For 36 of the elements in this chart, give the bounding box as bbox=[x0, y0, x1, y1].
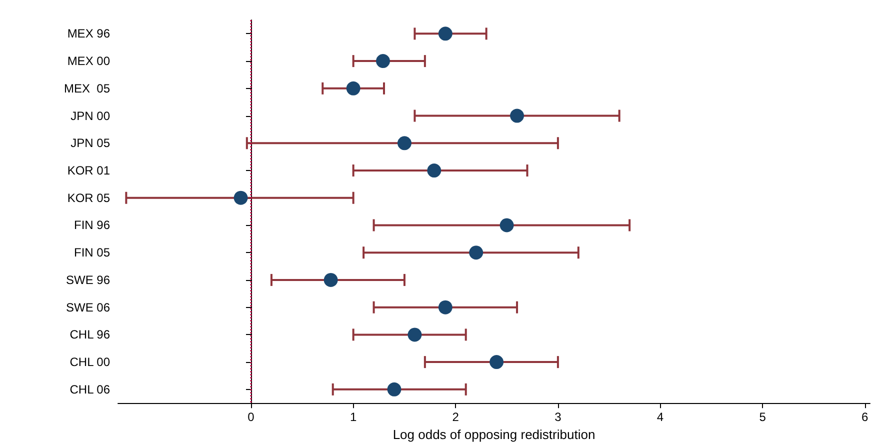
y-tick-label: CHL 06 bbox=[70, 382, 110, 396]
point bbox=[397, 136, 412, 150]
point bbox=[438, 300, 452, 314]
point bbox=[510, 108, 524, 123]
x-tick-label: 4 bbox=[656, 410, 664, 424]
y-tick-label: MEX 00 bbox=[67, 54, 110, 68]
y-tick-label: KOR 05 bbox=[67, 190, 110, 205]
y-tick-label: JPN 05 bbox=[70, 136, 110, 150]
y-tick-label: CHL 96 bbox=[70, 328, 110, 342]
y-tick-label: JPN 00 bbox=[70, 108, 110, 123]
point bbox=[234, 190, 248, 205]
x-axis-title: Log odds of opposing redistribution bbox=[392, 427, 596, 442]
point bbox=[469, 246, 484, 260]
x-tick-label: 1 bbox=[350, 410, 357, 424]
point bbox=[490, 355, 504, 370]
point bbox=[408, 328, 422, 342]
y-tick-label: SWE 96 bbox=[66, 272, 110, 287]
point bbox=[346, 81, 360, 96]
x-tick-label: 0 bbox=[248, 410, 255, 424]
x-tick-label: 5 bbox=[759, 410, 766, 424]
point bbox=[387, 382, 402, 396]
point bbox=[376, 54, 390, 68]
point bbox=[427, 164, 442, 178]
x-tick-label: 2 bbox=[452, 410, 460, 424]
point bbox=[438, 26, 452, 41]
point bbox=[500, 218, 514, 232]
point bbox=[324, 272, 338, 287]
y-tick-label: FIN 96 bbox=[74, 218, 110, 232]
y-tick-label: SWE 06 bbox=[66, 300, 110, 314]
y-tick-label: MEX 96 bbox=[67, 26, 110, 41]
y-tick-label: KOR 01 bbox=[67, 164, 110, 178]
x-tick-label: 3 bbox=[554, 410, 562, 424]
y-tick-label: MEX 05 bbox=[64, 81, 110, 96]
x-tick-label: 6 bbox=[862, 410, 869, 424]
y-tick-label: CHL 00 bbox=[70, 355, 110, 370]
y-tick-label: FIN 05 bbox=[74, 246, 110, 260]
